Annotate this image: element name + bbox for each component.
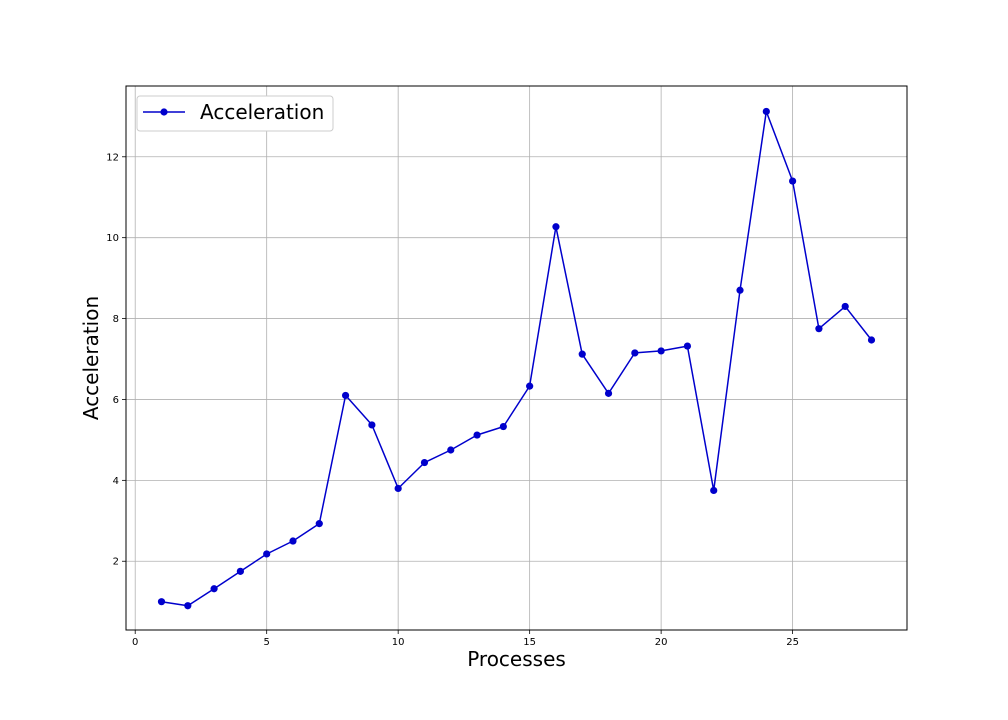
data-point [368, 421, 376, 429]
data-point [683, 342, 692, 350]
data-point [815, 325, 823, 333]
data-point [263, 550, 271, 558]
data-point [394, 484, 402, 493]
grid [126, 86, 907, 630]
data-point [657, 347, 665, 355]
y-tick-label: 6 [113, 395, 119, 406]
data-point [604, 389, 613, 397]
data-point [867, 336, 876, 344]
axis-ticks: 0 5 10 15 20 25 2 4 6 8 10 12 [106, 152, 799, 648]
y-tick-label: 10 [106, 233, 119, 244]
x-axis-label: Processes [467, 647, 566, 671]
data-point [289, 537, 297, 545]
data-point [552, 223, 560, 231]
x-tick-label: 25 [786, 637, 799, 648]
data-point [447, 446, 455, 454]
data-point [341, 391, 350, 400]
legend-box [136, 95, 334, 132]
data-point [578, 350, 586, 358]
data-point [210, 585, 218, 593]
plot-area-frame [125, 85, 908, 631]
y-tick-label: 8 [113, 314, 119, 325]
data-point [157, 598, 166, 606]
data-point [315, 520, 323, 528]
data-point [473, 431, 481, 439]
x-tick-label: 15 [523, 637, 536, 648]
legend-entry-label: Acceleration [200, 100, 324, 124]
data-point [184, 602, 192, 610]
series-line [161, 110, 873, 607]
data-point [631, 349, 639, 357]
data-point [789, 177, 797, 185]
data-point [526, 382, 534, 390]
legend-marker-swatch [160, 108, 168, 116]
series-layer [157, 107, 876, 610]
data-point [236, 567, 244, 575]
y-tick-label: 2 [113, 557, 119, 568]
data-point [736, 286, 744, 294]
data-point [710, 486, 718, 495]
y-tick-label: 12 [106, 152, 119, 163]
data-point [420, 458, 429, 467]
data-point [762, 107, 770, 116]
data-point [841, 302, 849, 311]
x-tick-label: 20 [655, 637, 668, 648]
y-axis-label: Acceleration [79, 296, 103, 420]
x-tick-label: 10 [392, 637, 405, 648]
legend: Acceleration [136, 95, 334, 132]
data-point [499, 422, 507, 431]
x-tick-label: 0 [132, 637, 138, 648]
y-tick-label: 4 [113, 476, 119, 487]
x-tick-label: 5 [263, 637, 269, 648]
